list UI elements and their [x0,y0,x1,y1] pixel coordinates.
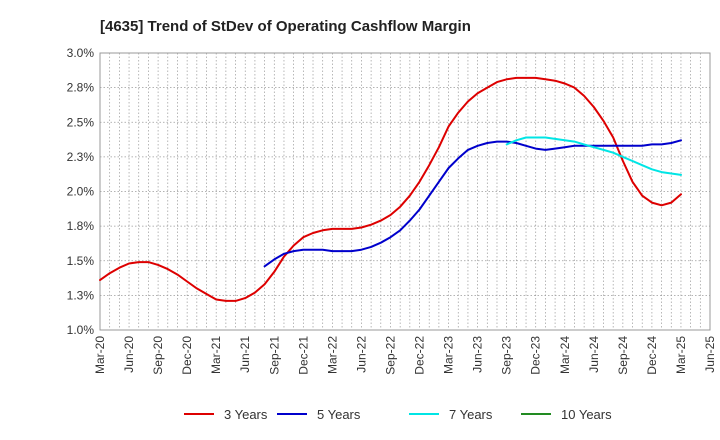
legend-item: 3 Years [184,407,268,422]
y-tick-label: 2.3% [67,150,95,164]
x-tick-label: Mar-25 [674,336,688,374]
y-tick-label: 2.5% [67,115,95,129]
x-tick-label: Jun-21 [238,336,252,373]
legend-label: 10 Years [561,407,612,422]
y-axis-ticks: 1.0% 1.3% 1.5% 1.8% 2.0% 2.3% 2.5% 2.8% 3.0% [67,46,95,337]
series-line [99,76,682,302]
x-tick-label: Dec-24 [645,336,659,375]
series-line [505,136,682,176]
chart-title: [4635] Trend of StDev of Operating Cashf… [100,18,471,35]
x-tick-label: Sep-21 [267,336,281,375]
x-tick-label: Mar-24 [558,336,572,374]
x-tick-label: Jun-25 [703,336,717,373]
x-tick-label: Sep-22 [383,336,397,375]
x-tick-label: Mar-20 [93,336,107,374]
grid-lines [100,53,710,330]
x-axis-ticks: Mar-20 Jun-20 Sep-20 Dec-20 Mar-21 Jun-21 Sep-… [93,336,717,375]
y-tick-label: 2.0% [67,185,95,199]
x-tick-label: Sep-20 [151,336,165,375]
x-tick-label: Jun-24 [587,336,601,373]
legend-label: 3 Years [224,407,268,422]
series-line [263,139,682,268]
x-tick-label: Jun-22 [354,336,368,373]
x-tick-label: Mar-23 [442,336,456,374]
legend-item: 10 Years [521,407,612,422]
x-tick-label: Dec-21 [296,336,310,375]
y-tick-label: 3.0% [67,46,95,60]
y-tick-label: 2.8% [67,81,95,95]
x-tick-label: Dec-23 [529,336,543,375]
legend-item: 5 Years [277,407,361,422]
legend-item: 7 Years [409,407,493,422]
x-tick-label: Mar-21 [209,336,223,374]
x-tick-label: Sep-24 [616,336,630,375]
y-tick-label: 1.3% [67,288,95,302]
y-tick-label: 1.0% [67,323,95,337]
legend-label: 7 Years [449,407,493,422]
x-tick-label: Jun-20 [122,336,136,373]
x-tick-label: Jun-23 [471,336,485,373]
x-tick-label: Dec-22 [413,336,427,375]
y-tick-label: 1.5% [67,254,95,268]
x-tick-label: Dec-20 [180,336,194,375]
series-lines [99,76,682,302]
legend-label: 5 Years [317,407,361,422]
x-tick-label: Mar-22 [325,336,339,374]
y-tick-label: 1.8% [67,219,95,233]
legend: 3 Years 5 Years 7 Years 10 Years [184,407,612,422]
x-tick-label: Sep-23 [500,336,514,375]
